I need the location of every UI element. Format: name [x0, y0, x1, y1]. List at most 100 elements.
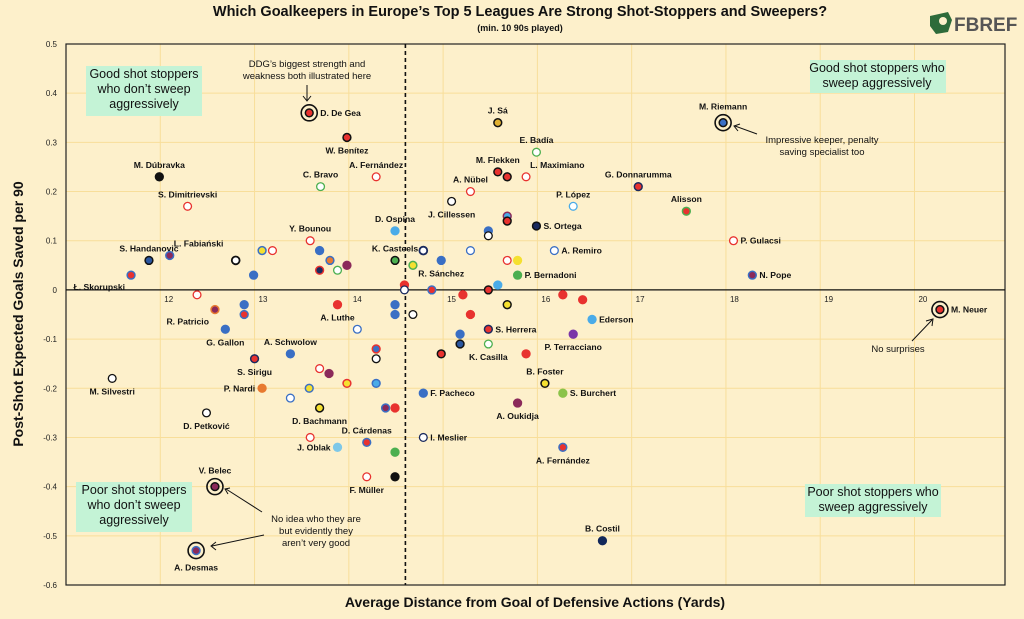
fbref-logo: FBREF	[930, 12, 1017, 36]
y-tick-label: 0.3	[46, 138, 58, 147]
data-point	[577, 295, 588, 305]
text-line: but evidently they	[279, 526, 353, 537]
data-point: M. Silvestri	[90, 373, 135, 396]
quadrant-bottom-left: Poor shot stoppers who don’t sweep aggress…	[76, 482, 192, 532]
arrow-neuer-icon	[911, 318, 934, 342]
point-label: E. Badía	[519, 135, 553, 145]
point-marker	[465, 309, 476, 320]
highlight-ring	[187, 541, 205, 560]
point-label: M. Neuer	[951, 305, 988, 315]
point-label: G. Donnarumma	[605, 170, 672, 180]
point-label: P. Gulacsi	[740, 236, 780, 246]
point-label: R. Patricio	[166, 317, 209, 327]
data-point	[390, 300, 400, 310]
data-point	[314, 265, 325, 275]
annotation-neuer: No surprises	[871, 344, 925, 355]
point-label: F. Pacheco	[430, 388, 474, 398]
point-label: P. López	[556, 189, 590, 199]
data-point	[314, 245, 325, 256]
data-point	[267, 246, 278, 256]
data-point: E. Badía	[519, 135, 554, 157]
data-point	[458, 290, 468, 300]
y-axis-title: Post-Shot Expected Goals Saved per 90	[10, 181, 26, 447]
x-tick-label: 19	[824, 295, 833, 304]
data-point	[390, 447, 400, 457]
data-point: L. Fabiański	[165, 238, 224, 261]
point-marker	[315, 182, 326, 192]
point-marker	[568, 329, 578, 339]
point-marker	[418, 432, 428, 443]
data-point: R. Patricio	[166, 304, 220, 327]
point-label: Y. Bounou	[289, 224, 331, 234]
data-point: K. Casteels	[372, 243, 418, 266]
point-label: J. Sá	[488, 106, 508, 116]
x-tick-label: 17	[636, 295, 645, 304]
point-marker	[436, 349, 446, 359]
data-point	[305, 432, 315, 443]
point-marker	[332, 300, 343, 310]
point-label: D. De Gea	[320, 108, 361, 118]
data-point	[502, 300, 512, 310]
data-point: B. Costil	[585, 524, 620, 546]
point-marker	[362, 437, 372, 448]
point-marker	[267, 246, 278, 256]
data-point: F. Pacheco	[418, 388, 475, 398]
data-point	[304, 383, 314, 393]
point-marker	[390, 447, 400, 457]
point-marker	[587, 314, 597, 325]
point-label: S. Dimitrievski	[158, 189, 217, 199]
y-tick-label: 0.1	[46, 237, 58, 246]
point-marker	[314, 265, 325, 275]
logo-text: FBREF	[954, 15, 1017, 36]
point-marker	[305, 432, 315, 443]
data-point: M. Riemann	[699, 102, 747, 132]
point-label: L. Maximiano	[530, 160, 584, 170]
point-marker	[436, 255, 446, 266]
data-point: L. Maximiano	[521, 160, 585, 182]
point-marker	[597, 536, 608, 546]
chart-title: Which Goalkeepers in Europe’s Top 5 Leag…	[213, 4, 827, 20]
point-marker	[568, 201, 578, 211]
data-point: D. Petković	[183, 408, 230, 431]
point-marker	[483, 324, 494, 334]
point-marker	[681, 206, 691, 216]
data-point	[455, 329, 465, 339]
point-label: M. Silvestri	[90, 386, 135, 396]
point-marker	[285, 349, 296, 359]
point-label: L. Fabiański	[174, 238, 224, 248]
x-tick-label: 13	[259, 295, 268, 304]
point-marker	[371, 172, 381, 182]
point-marker	[483, 285, 494, 295]
point-marker	[408, 260, 418, 270]
data-point	[483, 285, 494, 295]
point-label: P. Bernadoni	[525, 270, 577, 280]
point-label: A. Nübel	[453, 175, 488, 185]
point-label: M. Dúbravka	[134, 160, 185, 170]
data-point: A. Remiro	[549, 246, 602, 256]
point-marker	[418, 388, 428, 398]
point-label: S. Handanovic	[119, 243, 178, 253]
data-point: V. Belec	[199, 466, 232, 496]
data-point: R. Sánchez	[418, 255, 464, 278]
data-point	[390, 403, 400, 413]
data-point	[371, 344, 381, 354]
point-marker	[408, 309, 418, 320]
highlight-ring	[931, 300, 949, 319]
y-tick-label: -0.5	[43, 532, 57, 541]
logo-ball-icon	[939, 17, 947, 25]
point-marker	[304, 383, 314, 393]
data-point: S. Burchert	[558, 388, 616, 398]
point-label: S. Burchert	[570, 388, 616, 398]
point-label: I. Meslier	[430, 432, 467, 442]
text-line: who don’t sweep	[96, 82, 190, 96]
point-marker	[502, 216, 512, 226]
point-marker	[210, 481, 220, 492]
point-label: Ł. Skorupski	[73, 282, 125, 292]
y-tick-label: 0.4	[46, 89, 58, 98]
point-marker	[558, 290, 568, 300]
point-label: W. Benítez	[325, 145, 368, 155]
text-line: DDG’s biggest strength and	[249, 59, 366, 70]
data-point: J. Cillessen	[428, 196, 475, 219]
data-point: J. Oblak	[297, 442, 343, 452]
data-point	[315, 364, 325, 374]
